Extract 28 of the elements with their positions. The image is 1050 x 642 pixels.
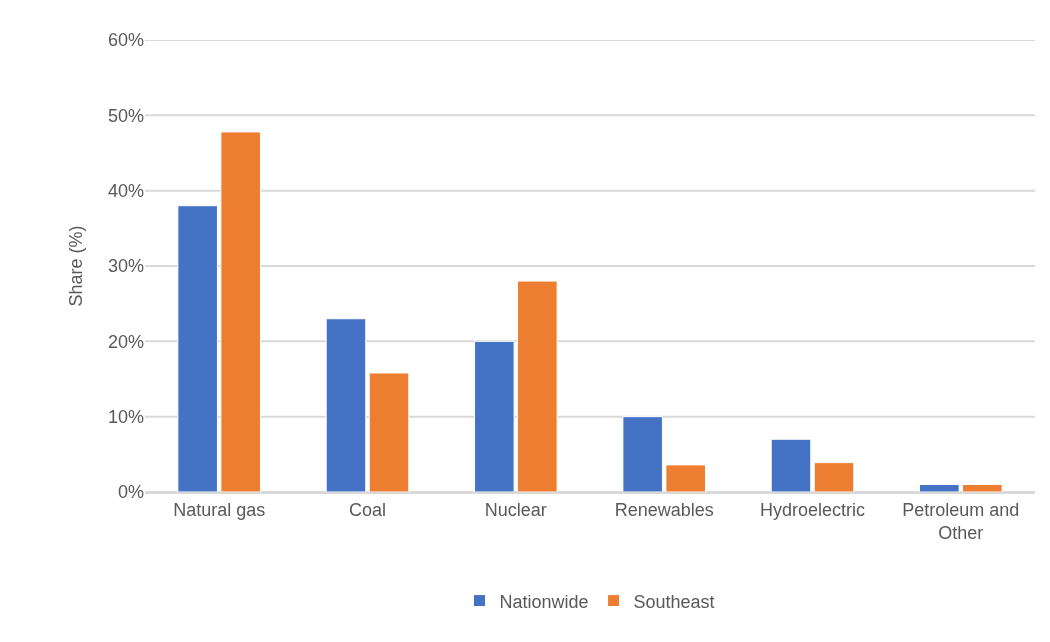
y-tick-label: 50% <box>107 105 144 126</box>
bar <box>770 438 812 492</box>
y-tick-label: 10% <box>107 406 144 427</box>
bar <box>368 372 410 492</box>
bar <box>220 131 261 492</box>
bar <box>517 280 558 492</box>
x-tick-label: Petroleum and Other <box>902 499 1020 543</box>
y-tick-label: 30% <box>107 256 144 277</box>
y-tick-label: 20% <box>107 331 144 352</box>
y-tick-label: 60% <box>107 30 144 51</box>
x-tick-label: Nuclear <box>484 499 547 520</box>
bar <box>962 483 1003 492</box>
x-tick-label: Coal <box>348 499 387 520</box>
bar <box>325 318 367 492</box>
bar <box>177 205 218 492</box>
y-tick-label: 0% <box>117 482 144 503</box>
bar <box>622 416 663 492</box>
bar <box>474 340 515 492</box>
legend-label: Southeast <box>633 591 715 612</box>
x-tick-label: Natural gas <box>173 499 266 520</box>
bar <box>813 462 855 492</box>
bar <box>665 464 706 492</box>
legend-label: Nationwide <box>499 591 589 612</box>
x-tick-label: Hydroelectric <box>759 499 866 520</box>
bar <box>919 483 960 492</box>
y-tick-label: 40% <box>107 180 144 201</box>
y-axis-title: Share (%) <box>66 225 87 307</box>
x-tick-label: Renewables <box>614 499 714 520</box>
